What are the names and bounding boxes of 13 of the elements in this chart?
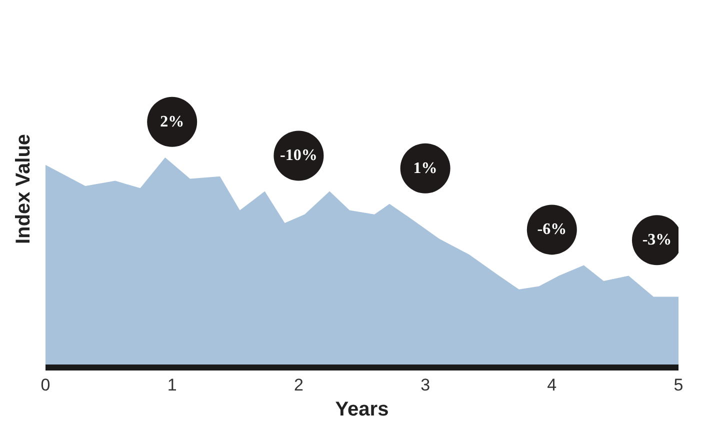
x-tick-label: 2 xyxy=(294,376,304,394)
annotation: -6% xyxy=(537,221,567,238)
text: 2% xyxy=(160,113,184,130)
x-tick-label: 3 xyxy=(420,376,430,394)
x-tick-label: 4 xyxy=(547,376,557,394)
annotation: 1% xyxy=(413,160,438,177)
annotation: -10% xyxy=(280,147,318,164)
x-tick-label: 5 xyxy=(674,376,684,394)
x-axis-title: Years xyxy=(335,398,389,420)
x-tick-label: 0 xyxy=(40,376,50,394)
x-tick-label: 1 xyxy=(167,376,177,394)
annotation: -3% xyxy=(642,232,672,249)
y-axis-title: Index Value xyxy=(12,134,34,244)
